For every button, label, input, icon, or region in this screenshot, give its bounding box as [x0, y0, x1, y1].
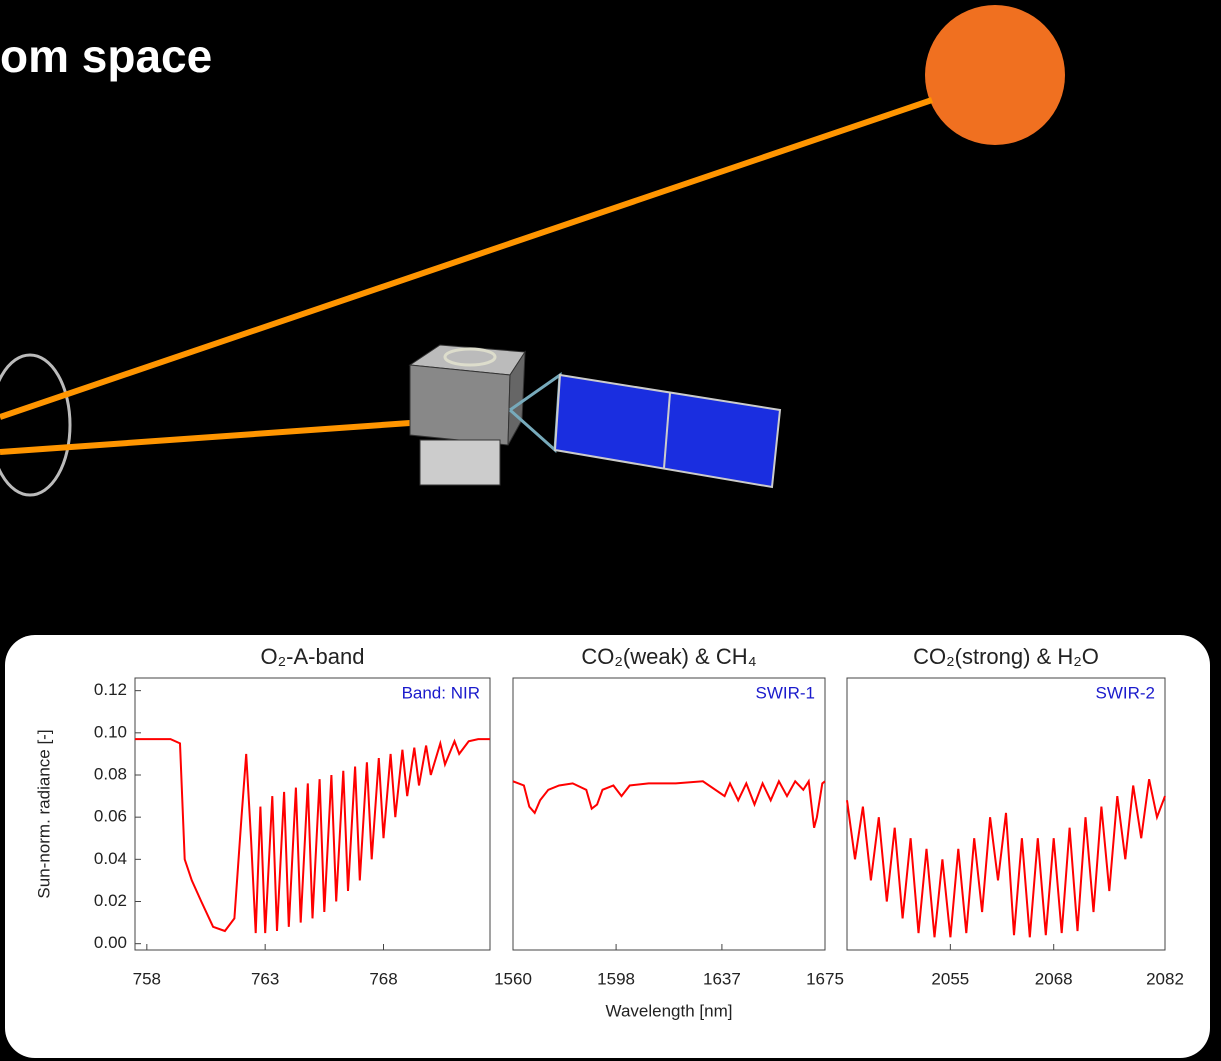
charts: O₂-A-band Band: NIR 758 763 768 0.00 0.02 0.04 0… [34, 644, 1183, 1021]
chart-panel [5, 635, 1210, 1058]
x-tick-label: 1675 [806, 969, 844, 988]
x-tick-label: 768 [369, 969, 397, 988]
band-label: Band: NIR [402, 683, 480, 702]
x-tick-label: 758 [133, 969, 161, 988]
satellite [408, 344, 782, 489]
earth-footprint [0, 353, 72, 497]
sun-ray [0, 97, 933, 420]
band-label: SWIR-1 [756, 683, 816, 702]
x-tick-label: 2068 [1035, 969, 1073, 988]
spectrum-line [135, 738, 490, 934]
slide-title: om space [0, 30, 212, 82]
view-ray [0, 420, 411, 455]
y-tick-label: 0.12 [94, 680, 127, 699]
plot-frame [512, 677, 826, 951]
x-tick-label: 2082 [1146, 969, 1184, 988]
plot-frame [846, 677, 1166, 951]
x-tick-label: 1637 [703, 969, 741, 988]
y-axis-label: Sun-norm. radiance [-] [34, 729, 53, 898]
x-tick-label: 763 [251, 969, 279, 988]
y-tick-label: 0.08 [94, 764, 127, 783]
plot-frame [134, 677, 491, 951]
x-tick-label: 1598 [597, 969, 635, 988]
x-tick-label: 1560 [494, 969, 532, 988]
y-tick-label: 0.02 [94, 891, 127, 910]
spectrum-line [846, 778, 1166, 938]
panel-title: CO₂(weak) & CH₄ [581, 644, 756, 669]
x-axis-label: Wavelength [nm] [606, 1001, 733, 1020]
band-label: SWIR-2 [1096, 683, 1156, 702]
panel-title: O₂-A-band [261, 644, 365, 669]
y-tick-label: 0.00 [94, 933, 127, 952]
y-tick-label: 0.10 [94, 722, 127, 741]
x-tick-label: 2055 [931, 969, 969, 988]
spectrum-line [512, 778, 826, 828]
panel-title: CO₂(strong) & H₂O [913, 644, 1099, 669]
sun [925, 5, 1065, 145]
y-tick-label: 0.06 [94, 807, 127, 826]
y-tick-label: 0.04 [94, 849, 127, 868]
